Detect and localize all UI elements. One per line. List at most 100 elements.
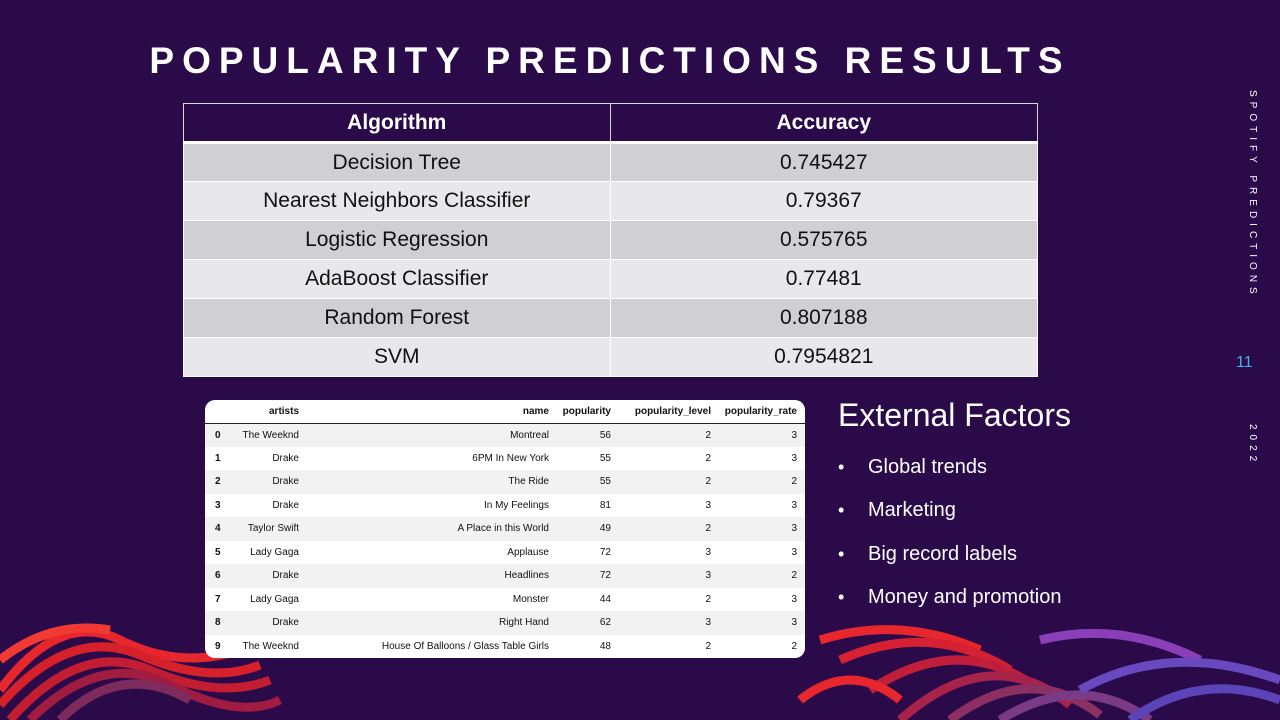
df-index-cell: 7 bbox=[215, 593, 221, 605]
df-rate-cell: 2 bbox=[719, 564, 805, 588]
df-artist-cell: Drake bbox=[272, 499, 299, 511]
df-name-cell: In My Feelings bbox=[483, 499, 549, 511]
algorithm-cell: Logistic Regression bbox=[183, 220, 611, 260]
table-row: 9 The Weeknd House Of Balloons / Glass T… bbox=[205, 635, 805, 659]
df-header-popularity-rate: popularity_rate bbox=[719, 400, 805, 424]
df-name-cell: 6PM In New York bbox=[472, 452, 549, 464]
df-header-name: name bbox=[307, 400, 557, 424]
accuracy-cell: 0.745427 bbox=[609, 142, 1038, 182]
dataframe-header-row: artists name popularity popularity_level… bbox=[205, 400, 805, 424]
table-row: 6 Drake Headlines 72 3 2 bbox=[205, 564, 805, 588]
side-label: SPOTIFY PREDICTIONS bbox=[1247, 90, 1258, 299]
algorithm-cell: AdaBoost Classifier bbox=[183, 259, 611, 299]
year-label: 2022 bbox=[1247, 424, 1258, 467]
table-row: 8 Drake Right Hand 62 3 3 bbox=[205, 611, 805, 635]
df-index-cell: 3 bbox=[215, 499, 221, 511]
accuracy-cell: 0.79367 bbox=[609, 181, 1038, 221]
df-name-cell: A Place in this World bbox=[307, 517, 557, 541]
table-row: 0 The Weeknd Montreal 56 2 3 bbox=[205, 423, 805, 447]
df-name-cell: Applause bbox=[507, 546, 549, 558]
df-header-artists: artists bbox=[229, 400, 307, 424]
df-level-cell: 3 bbox=[619, 564, 719, 588]
accuracy-cell: 0.575765 bbox=[609, 220, 1038, 260]
bullet-icon: • bbox=[838, 587, 845, 608]
df-popularity-cell: 56 bbox=[557, 423, 619, 447]
df-level-cell: 3 bbox=[619, 611, 719, 635]
page-number: 11 bbox=[1236, 354, 1253, 371]
algorithm-cell: Decision Tree bbox=[183, 142, 611, 182]
list-item-label: Marketing bbox=[868, 499, 956, 522]
df-level-cell: 3 bbox=[705, 499, 711, 511]
header-accuracy: Accuracy bbox=[609, 103, 1038, 144]
table-row: 5 Lady Gaga Applause 72 3 3 bbox=[205, 541, 805, 565]
list-item: • Marketing bbox=[838, 489, 1061, 532]
df-name-cell: The Ride bbox=[307, 470, 557, 494]
table-row: Logistic Regression 0.575765 bbox=[183, 220, 1038, 260]
df-artist-cell: Lady Gaga bbox=[250, 593, 299, 605]
bullet-icon: • bbox=[838, 500, 845, 521]
external-factors-heading: External Factors bbox=[838, 397, 1071, 433]
df-index-cell: 6 bbox=[205, 564, 229, 588]
df-level-cell: 2 bbox=[705, 640, 711, 652]
table-row: Decision Tree 0.745427 bbox=[183, 142, 1038, 182]
df-level-cell: 2 bbox=[619, 470, 719, 494]
list-item: • Big record labels bbox=[838, 533, 1061, 576]
dataframe-table: artists name popularity popularity_level… bbox=[205, 400, 805, 658]
table-row: 2 Drake The Ride 55 2 2 bbox=[205, 470, 805, 494]
df-level-cell: 2 bbox=[705, 452, 711, 464]
list-item-label: Big record labels bbox=[868, 542, 1017, 565]
df-popularity-cell: 48 bbox=[599, 640, 611, 652]
df-name-cell: House Of Balloons / Glass Table Girls bbox=[381, 640, 549, 652]
df-index-cell: 4 bbox=[205, 517, 229, 541]
df-popularity-cell: 62 bbox=[557, 611, 619, 635]
df-index-cell: 2 bbox=[205, 470, 229, 494]
df-popularity-cell: 72 bbox=[599, 546, 611, 558]
df-artist-cell: The Weeknd bbox=[229, 423, 307, 447]
df-rate-cell: 3 bbox=[719, 423, 805, 447]
df-rate-cell: 2 bbox=[791, 640, 797, 652]
df-level-cell: 3 bbox=[705, 546, 711, 558]
df-rate-cell: 3 bbox=[719, 517, 805, 541]
df-artist-cell: Drake bbox=[229, 611, 307, 635]
df-name-cell: Headlines bbox=[307, 564, 557, 588]
df-artist-cell: Taylor Swift bbox=[229, 517, 307, 541]
df-name-cell: Right Hand bbox=[307, 611, 557, 635]
df-rate-cell: 3 bbox=[791, 593, 797, 605]
results-header-row: Algorithm Accuracy bbox=[183, 103, 1038, 144]
table-row: 7 Lady Gaga Monster 44 2 3 bbox=[205, 588, 805, 612]
df-artist-cell: Drake bbox=[229, 470, 307, 494]
df-header-popularity: popularity bbox=[557, 400, 619, 424]
df-rate-cell: 2 bbox=[719, 470, 805, 494]
df-name-cell: Monster bbox=[512, 593, 549, 605]
df-rate-cell: 3 bbox=[791, 499, 797, 511]
df-artist-cell: The Weeknd bbox=[242, 640, 299, 652]
df-rate-cell: 3 bbox=[719, 611, 805, 635]
df-index-cell: 8 bbox=[205, 611, 229, 635]
df-popularity-cell: 44 bbox=[599, 593, 611, 605]
table-row: 4 Taylor Swift A Place in this World 49 … bbox=[205, 517, 805, 541]
df-name-cell: Montreal bbox=[307, 423, 557, 447]
df-artist-cell: Lady Gaga bbox=[250, 546, 299, 558]
df-index-cell: 0 bbox=[205, 423, 229, 447]
dataframe-reflection: 9 The Weeknd House Of Balloons / Glass T… bbox=[205, 658, 805, 720]
header-algorithm: Algorithm bbox=[183, 103, 611, 144]
table-row: 3 Drake In My Feelings 81 3 3 bbox=[205, 494, 805, 518]
df-level-cell: 2 bbox=[619, 423, 719, 447]
accuracy-cell: 0.807188 bbox=[609, 298, 1038, 338]
df-artist-cell: Drake bbox=[229, 564, 307, 588]
external-factors-list: • Global trends • Marketing • Big record… bbox=[838, 446, 1061, 619]
accuracy-cell: 0.7954821 bbox=[609, 337, 1038, 377]
bullet-icon: • bbox=[838, 457, 845, 478]
algorithm-cell: SVM bbox=[183, 337, 611, 377]
accuracy-cell: 0.77481 bbox=[609, 259, 1038, 299]
table-row: SVM 0.7954821 bbox=[183, 337, 1038, 377]
df-popularity-cell: 55 bbox=[557, 470, 619, 494]
df-rate-cell: 3 bbox=[791, 546, 797, 558]
list-item: • Global trends bbox=[838, 446, 1061, 489]
table-row: Random Forest 0.807188 bbox=[183, 298, 1038, 338]
df-index-cell: 1 bbox=[215, 452, 221, 464]
algorithm-cell: Nearest Neighbors Classifier bbox=[183, 181, 611, 221]
list-item: • Money and promotion bbox=[838, 576, 1061, 619]
